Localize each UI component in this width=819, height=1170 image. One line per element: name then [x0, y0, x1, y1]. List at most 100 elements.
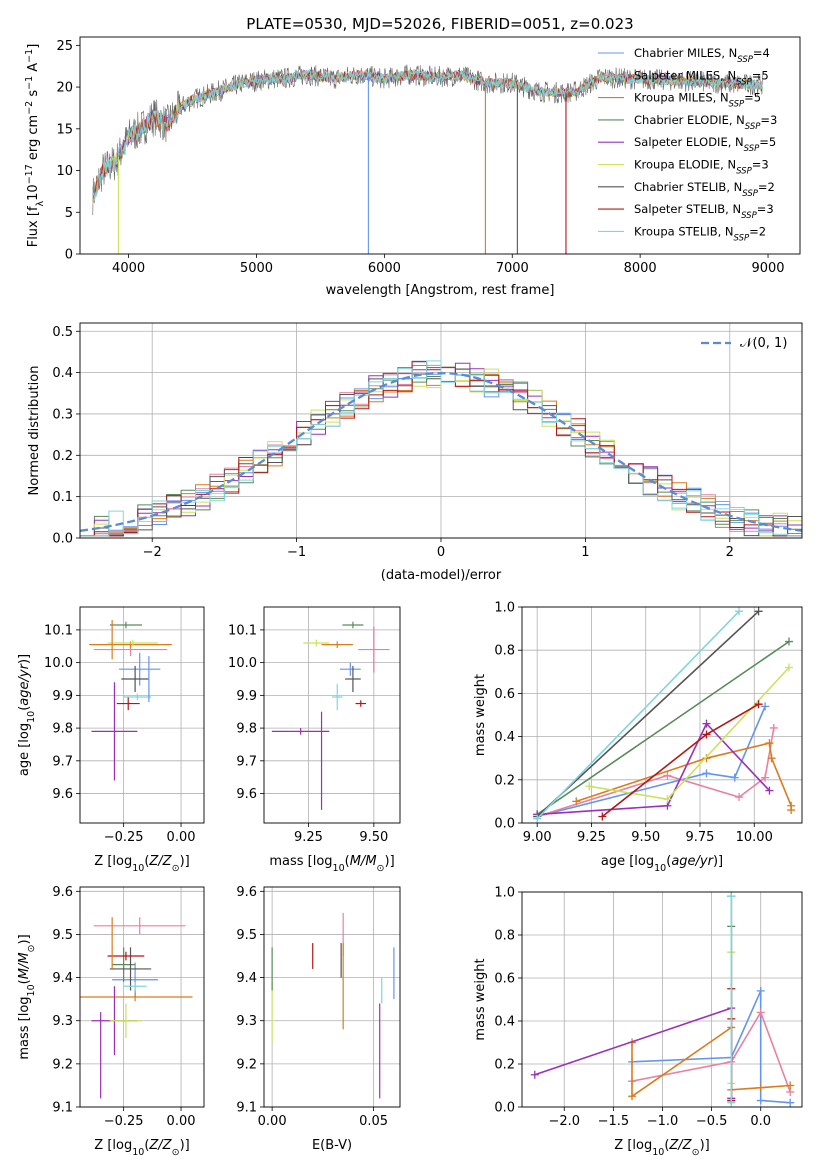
weight-marker-sa_miles — [769, 723, 778, 732]
weight-marker-kr_miles — [628, 1092, 637, 1101]
weight-line-ch_miles — [537, 706, 766, 818]
errorbars — [271, 912, 395, 1099]
weight-line-kr_stelib — [536, 610, 740, 820]
y-tick-label: 0.8 — [494, 929, 515, 944]
y-axis-label: mass weight — [473, 958, 488, 1040]
weight-marker-kr_stelib — [533, 814, 542, 823]
legend-entry-ch_miles: Chabrier MILES, NSSP=4 — [634, 46, 770, 65]
y-tick-label: 0.1 — [52, 490, 73, 505]
axes-frame — [263, 606, 401, 824]
errorbars — [80, 917, 193, 1099]
y-tick-label: 10 — [56, 164, 73, 179]
x-axis-label: Z [log10(Z/Z⊙)] — [614, 1138, 709, 1158]
y-tick-label: 9.1 — [236, 1101, 257, 1116]
y-tick-label: 0.5 — [52, 325, 73, 340]
weight-line-ch_miles — [631, 990, 791, 1104]
weight-marker-kr_elodie — [663, 795, 672, 804]
axes-frame — [79, 606, 205, 824]
y-tick-label: 1.0 — [494, 601, 515, 616]
figure-title: PLATE=0530, MJD=52026, FIBERID=0051, z=0… — [246, 15, 633, 33]
weight-marker-sa_elodie — [530, 1070, 539, 1079]
panel-age_vs_mass: 9.25 9.50 9.6 9.7 9.8 9.9 10.0 10.1 mass [log10(… — [228, 606, 401, 874]
y-tick-label: 9.3 — [52, 1014, 73, 1029]
weight-lines — [533, 607, 796, 823]
weight-line-ch_stelib — [536, 610, 760, 818]
y-tick-label: 0.2 — [494, 773, 515, 788]
x-tick-label: −2.0 — [548, 1114, 580, 1129]
x-tick-label: −1.0 — [647, 1114, 679, 1129]
weight-marker-ch_miles — [730, 773, 739, 782]
legend-entry-kr_elodie: Kroupa ELODIE, NSSP=3 — [634, 158, 769, 177]
x-tick-label: 4000 — [112, 261, 145, 276]
axes-frame — [79, 322, 803, 539]
weight-line-sa_stelib — [601, 703, 760, 818]
spectrum-line-sa_elodie — [92, 69, 763, 196]
weight-marker-ch_elodie — [784, 637, 793, 646]
weight-marker-ch_miles — [786, 1098, 795, 1107]
y-tick-label: 0.4 — [52, 366, 73, 381]
y-tick-label: 15 — [56, 122, 73, 137]
x-tick-label: 10.00 — [736, 830, 773, 845]
weight-marker-sa_stelib — [598, 812, 607, 821]
weight-marker-ch_miles — [761, 702, 770, 711]
y-tick-label: 5 — [65, 206, 73, 221]
histograms — [80, 360, 802, 538]
y-tick-label: 0.0 — [52, 532, 73, 547]
spectrum-line-ch_elodie — [92, 69, 763, 198]
weight-marker-sa_miles — [756, 1008, 765, 1017]
y-tick-label: 0.2 — [52, 449, 73, 464]
x-tick-label: 0.05 — [359, 1114, 388, 1129]
weight-marker-sa_stelib — [702, 730, 711, 739]
weight-line-sa_miles — [536, 727, 775, 818]
y-tick-label: 9.6 — [52, 885, 73, 900]
y-tick-label: 25 — [56, 39, 73, 54]
weight-line-ch_elodie — [536, 640, 790, 816]
weight-marker-kr_miles — [787, 806, 796, 815]
x-axis-label: age [log10(age/yr)] — [601, 854, 723, 874]
x-tick-label: 6000 — [368, 261, 401, 276]
weight-marker-kr_elodie — [784, 663, 793, 672]
y-tick-label: 9.3 — [236, 1014, 257, 1029]
y-tick-label: 9.4 — [52, 971, 73, 986]
y-tick-label: 9.9 — [52, 689, 73, 704]
y-tick-label: 9.9 — [236, 689, 257, 704]
y-tick-label: 1.0 — [494, 886, 515, 901]
y-tick-label: 0.4 — [494, 1015, 515, 1030]
weight-marker-kr_miles — [786, 1081, 795, 1090]
y-tick-label: 9.6 — [236, 787, 257, 802]
weight-marker-ch_miles — [702, 769, 711, 778]
legend-entry-ch_elodie: Chabrier ELODIE, NSSP=3 — [634, 113, 777, 132]
y-tick-label: 0.0 — [494, 817, 515, 832]
y-tick-label: 9.1 — [52, 1101, 73, 1116]
axes-frame — [79, 886, 205, 1108]
y-tick-label: 10.1 — [44, 623, 73, 638]
y-tick-label: 9.7 — [52, 754, 73, 769]
y-tick-label: 0.3 — [52, 407, 73, 422]
weight-marker-kr_stelib — [727, 1098, 736, 1107]
weight-marker-kr_miles — [765, 739, 774, 748]
x-tick-label: 5000 — [240, 261, 273, 276]
y-tick-label: 9.4 — [236, 971, 257, 986]
weight-marker-ch_miles — [756, 986, 765, 995]
y-tick-label: 9.8 — [52, 722, 73, 737]
spectrum-line-kr_stelib — [92, 68, 763, 201]
y-tick-label: 9.7 — [236, 754, 257, 769]
panels: 4000 5000 6000 7000 8000 90000510152025wavele… — [17, 36, 803, 1158]
errorbars — [89, 620, 172, 781]
weight-marker-ch_stelib — [754, 607, 763, 616]
normal-curve — [80, 371, 802, 532]
y-tick-label: 9.5 — [52, 928, 73, 943]
y-axis-label: age [log10(age/yr)] — [17, 654, 37, 776]
errorbars — [271, 621, 390, 810]
legend-entry-ch_stelib: Chabrier STELIB, NSSP=2 — [634, 180, 775, 199]
weight-marker-sa_miles — [663, 771, 672, 780]
legend-entry-sa_miles: Salpeter MILES, NSSP=5 — [634, 68, 769, 87]
x-tick-label: 9.75 — [686, 830, 715, 845]
panel-spectrum: 4000 5000 6000 7000 8000 9000 0 5 10 15 20 25 wavele… — [24, 36, 801, 298]
x-tick-label: 9000 — [751, 261, 784, 276]
x-axis-label: wavelength [Angstrom, rest frame] — [326, 283, 555, 298]
x-tick-label: 0 — [437, 545, 445, 560]
x-tick-label: 2 — [726, 545, 734, 560]
x-tick-label: 9.25 — [577, 830, 606, 845]
legend-entry-kr_miles: Kroupa MILES, NSSP=5 — [634, 91, 761, 110]
